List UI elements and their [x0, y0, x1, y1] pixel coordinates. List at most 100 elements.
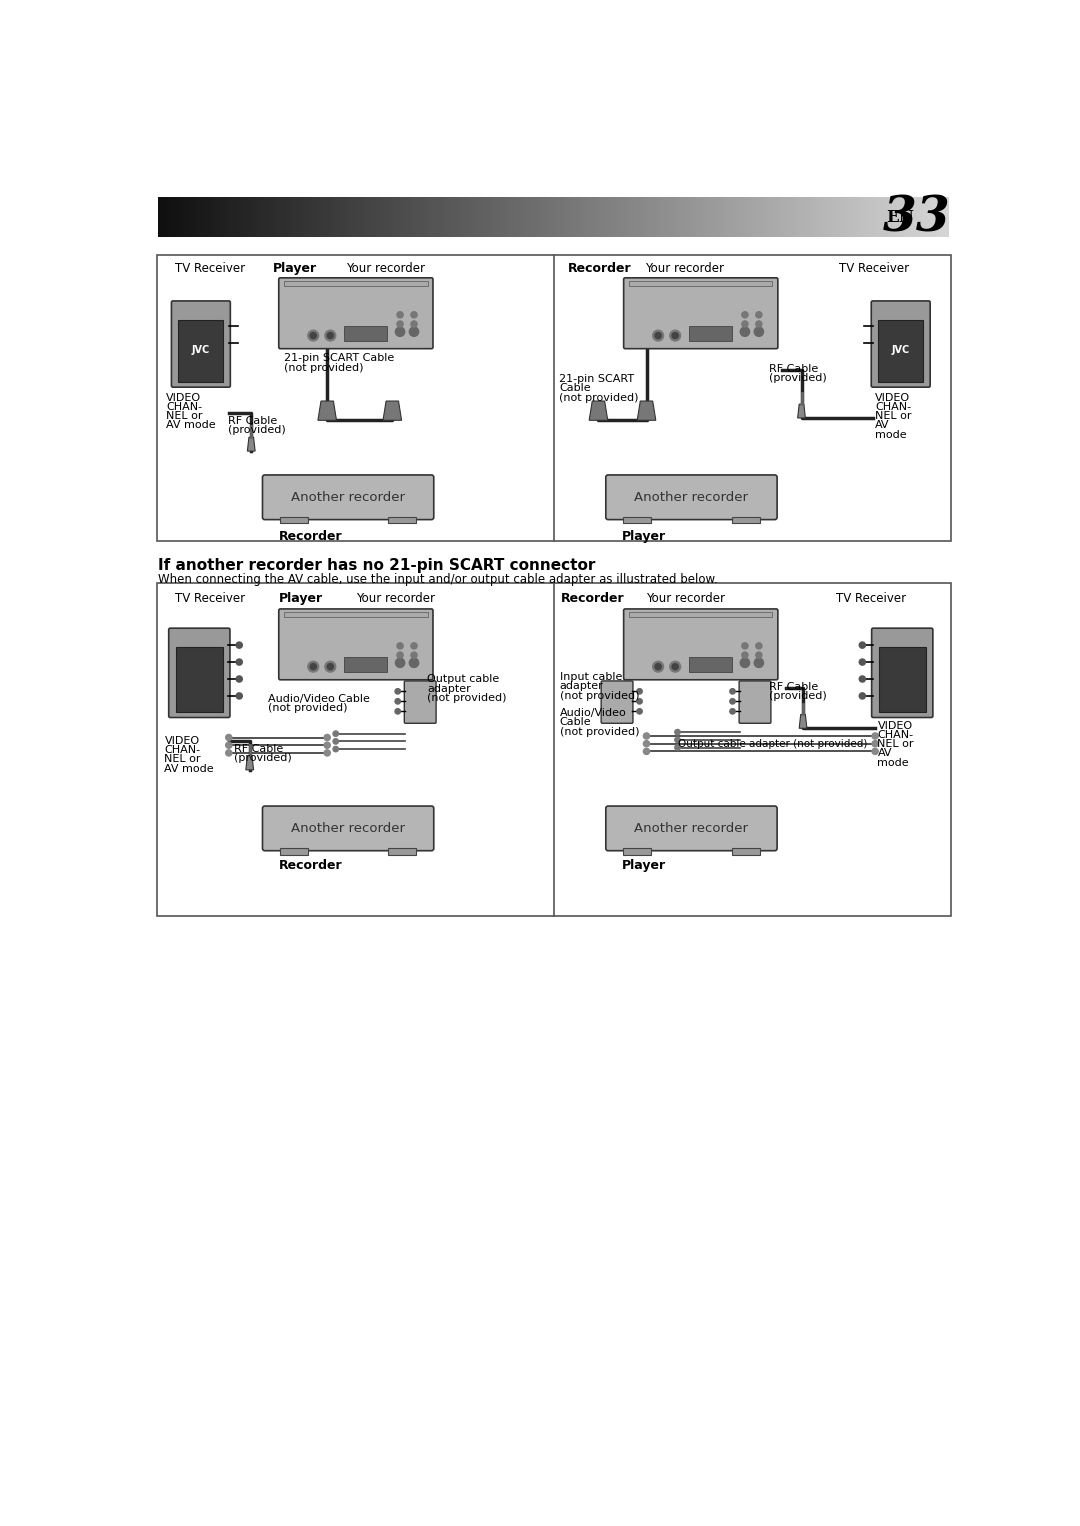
Bar [766, 197, 769, 237]
Bar [845, 197, 848, 237]
Bar [654, 197, 658, 237]
Bar [477, 197, 481, 237]
Polygon shape [799, 714, 807, 728]
Bar [667, 197, 671, 237]
Bar [279, 197, 282, 237]
Bar [712, 197, 715, 237]
Bar [732, 517, 759, 523]
Bar [294, 197, 297, 237]
Bar [816, 197, 819, 237]
Text: (provided): (provided) [234, 752, 292, 763]
Bar [341, 197, 345, 237]
Circle shape [308, 661, 319, 671]
Bar [244, 197, 247, 237]
Bar [858, 197, 860, 237]
Text: Recorder: Recorder [567, 262, 631, 275]
Bar [193, 197, 197, 237]
Bar [430, 197, 433, 237]
Bar [167, 197, 171, 237]
Circle shape [325, 330, 336, 340]
Bar [595, 197, 597, 237]
Bar [866, 197, 869, 237]
Circle shape [324, 734, 330, 740]
Bar [617, 197, 620, 237]
Bar [686, 197, 689, 237]
Bar [544, 197, 548, 237]
Bar [899, 197, 902, 237]
Text: Your recorder: Your recorder [356, 592, 435, 604]
Bar [313, 197, 316, 237]
Bar [487, 197, 490, 237]
Text: Your recorder: Your recorder [346, 262, 424, 275]
Circle shape [237, 676, 242, 682]
Bar [382, 197, 386, 237]
Circle shape [333, 739, 338, 745]
Bar [828, 197, 832, 237]
Bar [351, 197, 354, 237]
Circle shape [742, 642, 748, 649]
Circle shape [754, 327, 764, 336]
Circle shape [756, 642, 762, 649]
Bar [503, 197, 507, 237]
Bar [756, 197, 759, 237]
Bar [807, 197, 810, 237]
Bar [266, 197, 269, 237]
Bar [157, 255, 951, 542]
Bar [835, 197, 838, 237]
Circle shape [324, 742, 330, 748]
Circle shape [740, 658, 750, 667]
Bar [674, 197, 677, 237]
Bar [822, 197, 825, 237]
Polygon shape [383, 401, 402, 420]
Bar [658, 197, 661, 237]
Bar [708, 197, 712, 237]
Bar [860, 197, 863, 237]
Bar [737, 197, 740, 237]
Bar [696, 197, 699, 237]
Polygon shape [637, 401, 656, 420]
Bar [819, 197, 822, 237]
Bar [178, 320, 224, 382]
Bar [459, 197, 462, 237]
Bar [333, 197, 335, 237]
Circle shape [670, 661, 680, 671]
Bar [288, 197, 291, 237]
Bar [345, 197, 348, 237]
Bar [630, 197, 633, 237]
Circle shape [226, 742, 232, 748]
Text: Cable: Cable [559, 383, 591, 394]
Circle shape [872, 748, 878, 754]
Text: VIDEO: VIDEO [877, 720, 913, 731]
Bar [259, 197, 262, 237]
Bar [225, 197, 228, 237]
Text: (not provided): (not provided) [284, 363, 363, 372]
Bar [639, 197, 642, 237]
Bar [804, 197, 807, 237]
Circle shape [410, 642, 417, 649]
Circle shape [325, 661, 336, 671]
Bar [869, 197, 873, 237]
Text: AV mode: AV mode [164, 763, 214, 774]
FancyBboxPatch shape [168, 629, 230, 717]
Text: CHAN-: CHAN- [877, 729, 914, 740]
Bar [291, 197, 294, 237]
Bar [338, 197, 341, 237]
Bar [253, 197, 256, 237]
Bar [218, 197, 221, 237]
Bar [535, 197, 538, 237]
Bar [604, 197, 607, 237]
Bar [395, 197, 399, 237]
Bar [449, 197, 453, 237]
Bar [917, 197, 920, 237]
Circle shape [395, 327, 405, 336]
Circle shape [324, 749, 330, 755]
Bar [732, 848, 759, 855]
Bar [379, 197, 382, 237]
Bar [345, 656, 387, 671]
Bar [234, 197, 238, 237]
Bar [497, 197, 500, 237]
Bar [280, 517, 308, 523]
Text: 33: 33 [882, 194, 950, 241]
Bar [781, 197, 784, 237]
Text: (not provided): (not provided) [559, 726, 639, 737]
